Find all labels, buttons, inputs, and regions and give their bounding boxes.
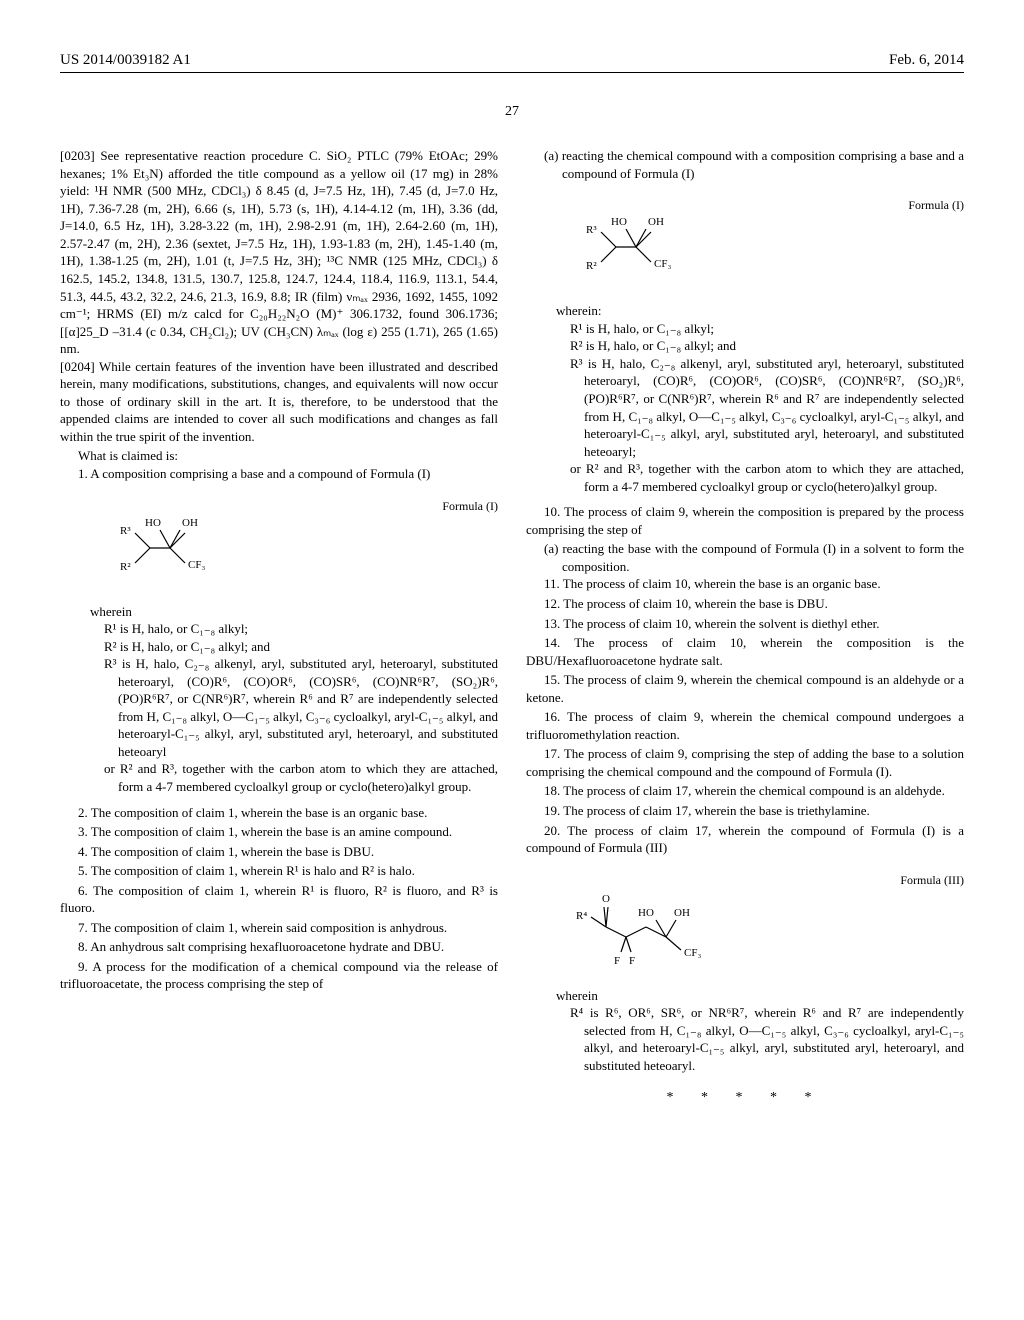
claim-9: 9. A process for the modification of a c… bbox=[60, 958, 498, 993]
right-column: (a) reacting the chemical compound with … bbox=[526, 147, 964, 1108]
claim-19: 19. The process of claim 17, wherein the… bbox=[526, 802, 964, 820]
wherein3-label: wherein bbox=[556, 987, 964, 1005]
patent-date: Feb. 6, 2014 bbox=[889, 50, 964, 70]
svg-text:HO: HO bbox=[611, 216, 627, 228]
svg-text:OH: OH bbox=[648, 216, 664, 228]
claim-5: 5. The composition of claim 1, wherein R… bbox=[60, 862, 498, 880]
svg-text:R³: R³ bbox=[586, 224, 597, 236]
r1-definition-right: R¹ is H, halo, or C₁₋₈ alkyl; bbox=[556, 320, 964, 338]
end-marks: * * * * * bbox=[526, 1089, 964, 1108]
patent-number: US 2014/0039182 A1 bbox=[60, 50, 191, 70]
svg-text:CF₃: CF₃ bbox=[654, 258, 671, 270]
r1-definition: R¹ is H, halo, or C₁₋₈ alkyl; bbox=[90, 620, 498, 638]
formula-3-svg: O R⁴ F F HO OH CF₃ bbox=[566, 872, 736, 972]
claim-6: 6. The composition of claim 1, wherein R… bbox=[60, 882, 498, 917]
paragraph-0203: [0203] See representative reaction proce… bbox=[60, 147, 498, 358]
claim-3: 3. The composition of claim 1, wherein t… bbox=[60, 823, 498, 841]
svg-text:R¹: R¹ bbox=[152, 569, 163, 581]
svg-text:F: F bbox=[614, 955, 620, 967]
svg-text:HO: HO bbox=[145, 517, 161, 529]
claim-8: 8. An anhydrous salt comprising hexafluo… bbox=[60, 938, 498, 956]
formula-1-block: Formula (I) HO OH CF₃ R³ R² bbox=[100, 498, 498, 588]
claim-10: 10. The process of claim 9, wherein the … bbox=[526, 503, 964, 538]
svg-text:R²: R² bbox=[120, 561, 131, 573]
content-columns: [0203] See representative reaction proce… bbox=[60, 147, 964, 1108]
formula-1-svg: HO OH CF₃ R³ R² bbox=[100, 498, 230, 588]
page-number: 27 bbox=[60, 103, 964, 122]
r23-definition: or R² and R³, together with the carbon a… bbox=[90, 760, 498, 795]
formula-1-svg-right: HO OH CF₃ R³ R² bbox=[566, 197, 696, 287]
svg-text:R⁴: R⁴ bbox=[576, 910, 587, 922]
claim-4: 4. The composition of claim 1, wherein t… bbox=[60, 843, 498, 861]
svg-text:R³: R³ bbox=[120, 525, 131, 537]
wherein-label: wherein bbox=[90, 603, 498, 621]
claim-16: 16. The process of claim 9, wherein the … bbox=[526, 708, 964, 743]
r2-definition: R² is H, halo, or C₁₋₈ alkyl; and bbox=[90, 638, 498, 656]
step-10a: (a) reacting the base with the compound … bbox=[544, 540, 964, 575]
claim-1-wherein: wherein R¹ is H, halo, or C₁₋₈ alkyl; R²… bbox=[90, 603, 498, 796]
claim-17: 17. The process of claim 9, comprising t… bbox=[526, 745, 964, 780]
paragraph-0204: [0204] While certain features of the inv… bbox=[60, 358, 498, 446]
claim-14: 14. The process of claim 10, wherein the… bbox=[526, 634, 964, 669]
svg-text:OH: OH bbox=[674, 907, 690, 919]
claims-intro: What is claimed is: bbox=[60, 447, 498, 465]
claim-10-step: (a) reacting the base with the compound … bbox=[544, 540, 964, 575]
r4-definition: R⁴ is R⁶, OR⁶, SR⁶, or NR⁶R⁷, wherein R⁶… bbox=[556, 1004, 964, 1074]
svg-text:CF₃: CF₃ bbox=[684, 947, 701, 959]
r3-definition: R³ is H, halo, C₂₋₈ alkenyl, aryl, subst… bbox=[90, 655, 498, 760]
claim-12: 12. The process of claim 10, wherein the… bbox=[526, 595, 964, 613]
claim-7: 7. The composition of claim 1, wherein s… bbox=[60, 919, 498, 937]
claim-9-step: (a) reacting the chemical compound with … bbox=[544, 147, 964, 182]
claim-1: 1. A composition comprising a base and a… bbox=[60, 465, 498, 483]
svg-text:CF₃: CF₃ bbox=[188, 559, 205, 571]
svg-text:OH: OH bbox=[182, 517, 198, 529]
formula-3-label: Formula (III) bbox=[900, 872, 964, 888]
step-a: (a) reacting the chemical compound with … bbox=[544, 147, 964, 182]
svg-text:O: O bbox=[602, 893, 610, 905]
r2-definition-right: R² is H, halo, or C₁₋₈ alkyl; and bbox=[556, 337, 964, 355]
svg-text:R¹: R¹ bbox=[618, 268, 629, 280]
claim-18: 18. The process of claim 17, wherein the… bbox=[526, 782, 964, 800]
wherein-label-right: wherein: bbox=[556, 302, 964, 320]
claim-13: 13. The process of claim 10, wherein the… bbox=[526, 615, 964, 633]
claim-20: 20. The process of claim 17, wherein the… bbox=[526, 822, 964, 857]
formula-1-label: Formula (I) bbox=[442, 498, 498, 514]
page-header: US 2014/0039182 A1 Feb. 6, 2014 bbox=[60, 50, 964, 73]
formula-1-block-right: Formula (I) HO OH CF₃ R³ R² R¹ bbox=[566, 197, 964, 287]
r23-definition-right: or R² and R³, together with the carbon a… bbox=[556, 460, 964, 495]
claim-15: 15. The process of claim 9, wherein the … bbox=[526, 671, 964, 706]
formula-3-block: Formula (III) O R⁴ F F bbox=[566, 872, 964, 972]
r3-definition-right: R³ is H, halo, C₂₋₈ alkenyl, aryl, subst… bbox=[556, 355, 964, 460]
left-column: [0203] See representative reaction proce… bbox=[60, 147, 498, 1108]
svg-text:HO: HO bbox=[638, 907, 654, 919]
formula-1-label-right: Formula (I) bbox=[908, 197, 964, 213]
claim-20-wherein: wherein R⁴ is R⁶, OR⁶, SR⁶, or NR⁶R⁷, wh… bbox=[556, 987, 964, 1075]
svg-text:F: F bbox=[629, 955, 635, 967]
claim-9-wherein: wherein: R¹ is H, halo, or C₁₋₈ alkyl; R… bbox=[556, 302, 964, 495]
claim-11: 11. The process of claim 10, wherein the… bbox=[526, 575, 964, 593]
svg-text:R²: R² bbox=[586, 260, 597, 272]
claim-2: 2. The composition of claim 1, wherein t… bbox=[60, 804, 498, 822]
